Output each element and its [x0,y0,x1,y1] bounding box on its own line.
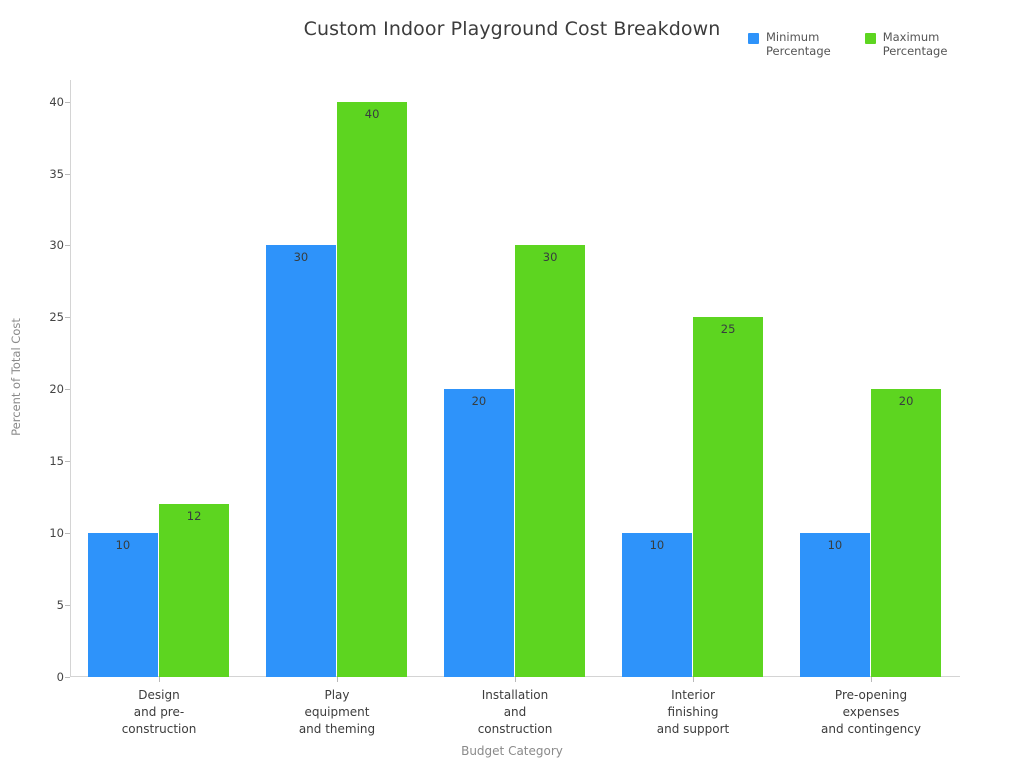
bar-value-label: 10 [827,538,843,553]
bar-value-label: 12 [186,509,202,524]
y-axis-tick-label: 5 [56,598,64,613]
legend-item[interactable]: Maximum Percentage [864,30,948,58]
bar[interactable]: 20 [871,389,942,677]
bar-value-label: 10 [649,538,665,553]
y-axis-tick-mark [65,533,70,535]
y-axis-tick-label: 30 [49,238,64,253]
y-axis-tick-mark [65,317,70,319]
plot-area: 0 5 10 15 20 25 30 35 40 10 12 30 40 20 30 10 25 10 20 De… [49,80,960,736]
bar[interactable]: 10 [799,533,870,677]
y-axis-title: Percent of Total Cost [9,318,23,436]
y-axis-tick-mark [65,461,70,463]
x-axis-tick-label: Installation and construction [477,688,553,736]
x-axis-tick-label: Interior finishing and support [656,688,730,736]
y-axis-tick-label: 15 [49,454,64,469]
legend-item-label: Maximum Percentage [882,30,948,58]
chart-title: Custom Indoor Playground Cost Breakdown [303,18,721,40]
x-axis-tick-mark [515,677,516,682]
y-axis-tick-mark [65,605,70,607]
y-axis-tick-mark [65,173,70,175]
y-axis-tick-mark [65,101,70,103]
legend-color-swatch [864,33,876,44]
legend-item[interactable]: Minimum Percentage [748,30,831,58]
bar-value-label: 25 [720,322,736,337]
bar-value-label: 30 [293,250,309,265]
y-axis-tick-label: 10 [49,526,64,541]
bar[interactable]: 30 [265,245,336,677]
y-axis-line [70,80,71,677]
bar[interactable]: 30 [515,245,586,677]
y-axis-tick-label: 35 [49,166,64,181]
bar-value-label: 10 [115,538,131,553]
bar-value-label: 20 [898,394,914,409]
bar-value-label: 20 [471,394,487,409]
y-axis-tick-label: 40 [49,94,64,109]
bar[interactable]: 25 [693,317,764,677]
y-axis-tick-mark [65,677,70,678]
bar[interactable]: 40 [337,101,408,677]
x-axis-tick-mark [337,677,338,682]
bar[interactable]: 10 [621,533,692,677]
legend-item-label: Minimum Percentage [766,30,831,58]
bar[interactable]: 20 [443,389,514,677]
x-axis-tick-mark [871,677,872,682]
y-axis-tick-label: 20 [49,382,64,397]
x-axis-tick-label: Play equipment and theming [298,688,376,736]
y-axis-tick-mark [65,245,70,247]
y-axis-tick-label: 0 [56,670,64,684]
x-axis-title: Budget Category [461,744,563,758]
bar[interactable]: 12 [159,504,230,677]
x-axis-tick-label: Pre-opening expenses and contingency [821,688,921,736]
bar[interactable]: 10 [87,533,158,677]
x-axis-tick-mark [693,677,694,682]
y-axis-tick-mark [65,389,70,391]
bar-value-label: 30 [542,250,558,265]
legend-color-swatch [748,33,759,44]
x-axis-tick-label: Design and pre-construction [121,688,197,736]
y-axis-tick-label: 25 [49,310,64,325]
bar-value-label: 40 [364,106,380,121]
chart-legend: Minimum Percentage Maximum Percentage [748,30,947,58]
x-axis-tick-mark [159,677,160,682]
